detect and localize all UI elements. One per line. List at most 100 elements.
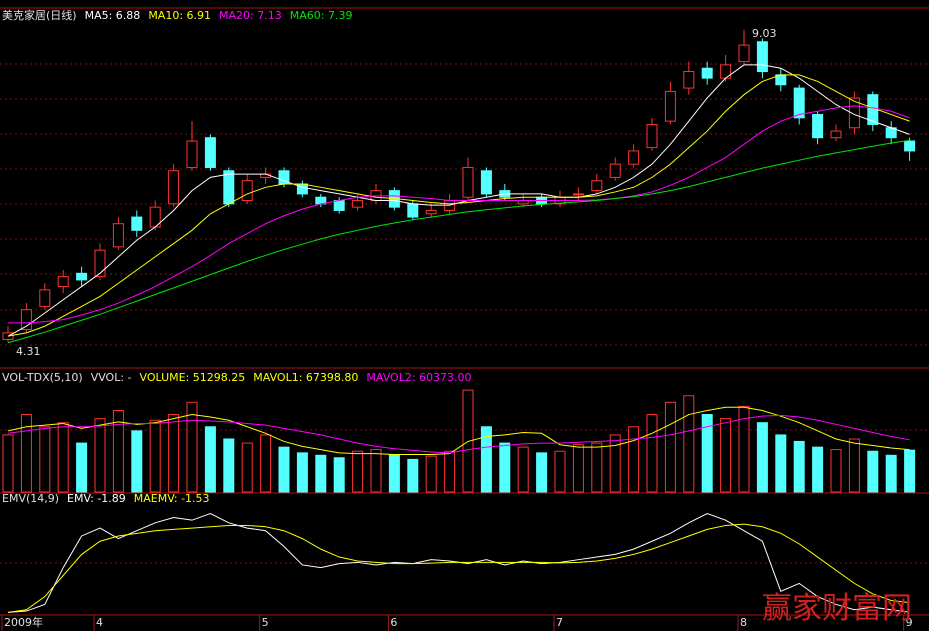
candle-body xyxy=(830,130,842,139)
candle-body xyxy=(204,137,216,168)
legend-entry: MAVOL2: 60373.00 xyxy=(366,371,471,384)
candle-body xyxy=(701,67,713,79)
volume-bar xyxy=(131,430,143,493)
volume-bar xyxy=(76,442,88,493)
candle-body xyxy=(683,71,695,89)
volume-bar xyxy=(425,455,437,493)
series-line xyxy=(7,414,910,454)
volume-bar xyxy=(296,452,308,493)
series-line xyxy=(7,74,910,337)
volume-bar xyxy=(388,453,400,493)
volume-bar xyxy=(39,426,51,493)
legend-entry: MA5: 6.88 xyxy=(85,9,141,22)
candle-body xyxy=(407,203,419,218)
x-tick-label: 8 xyxy=(740,616,747,629)
volume-bar xyxy=(168,414,180,493)
volume-bar xyxy=(57,422,69,493)
legend-entry: MAEMV: -1.53 xyxy=(134,492,210,505)
candle-body xyxy=(812,114,824,139)
volume-bar xyxy=(738,405,750,493)
series-line xyxy=(7,523,910,613)
candle-body xyxy=(793,87,805,119)
x-tick-label: 4 xyxy=(96,616,103,629)
low-label: 4.31 xyxy=(16,345,41,358)
candle-body xyxy=(462,166,474,198)
candle-body xyxy=(94,249,106,278)
legend-entry: EMV(14,9) xyxy=(2,492,59,505)
x-tick-label: 6 xyxy=(390,616,397,629)
volume-bar xyxy=(278,446,290,493)
candle-body xyxy=(223,170,235,205)
volume-bar xyxy=(444,450,456,493)
volume-bar xyxy=(94,418,106,493)
x-tick-label: 2009年 xyxy=(4,615,43,629)
candle-body xyxy=(112,223,124,248)
volume-bar xyxy=(848,438,860,493)
grid xyxy=(0,7,929,616)
watermark: 赢家财富网 xyxy=(762,591,912,626)
legend-entry: VOLUME: 51298.25 xyxy=(140,371,246,384)
legend-entry: VOL-TDX(5,10) xyxy=(2,371,83,384)
volume-bar xyxy=(407,458,419,493)
candle-body xyxy=(848,97,860,129)
volume-bar xyxy=(591,442,603,493)
volume-bar xyxy=(333,457,345,493)
volume-bar xyxy=(830,449,842,493)
volume-bar xyxy=(352,450,364,493)
volume-bar xyxy=(149,419,161,493)
legend-entry: MA20: 7.13 xyxy=(219,9,282,22)
candle-body xyxy=(480,170,492,195)
candle-body xyxy=(20,309,32,331)
volume-bar xyxy=(628,426,640,493)
candle-body xyxy=(425,209,437,215)
candle-body xyxy=(39,289,51,307)
volume-bar xyxy=(904,449,916,493)
candle-body xyxy=(296,183,308,195)
volume-bar xyxy=(480,426,492,493)
candle-body xyxy=(628,150,640,165)
volume-bar xyxy=(812,446,824,493)
x-tick-label: 9 xyxy=(906,616,913,629)
x-tick-label: 7 xyxy=(556,616,563,629)
series-line xyxy=(8,105,910,324)
series-line xyxy=(7,406,910,455)
candle-body xyxy=(591,180,603,192)
candle-body xyxy=(76,272,88,281)
volume-bar xyxy=(223,438,235,493)
volume-bar xyxy=(112,409,124,493)
volume-bar xyxy=(499,442,511,493)
volume-bar xyxy=(517,446,529,493)
candle-body xyxy=(57,276,69,288)
volume-bar xyxy=(20,414,32,493)
candle-body xyxy=(904,140,916,152)
volume-bar xyxy=(867,450,879,493)
volume-bar xyxy=(664,401,676,493)
volume-bar xyxy=(683,395,695,493)
volume-bar xyxy=(793,440,805,493)
candle-body xyxy=(131,216,143,231)
volume-bar xyxy=(572,444,584,493)
candle-body xyxy=(352,200,364,208)
x-tick-label: 5 xyxy=(262,616,269,629)
candle-body xyxy=(609,163,621,178)
volume-bar xyxy=(2,434,14,493)
volume-bar xyxy=(186,401,198,493)
candle-body xyxy=(168,170,180,205)
candle-body xyxy=(572,193,584,196)
series-line xyxy=(7,139,910,344)
legend-entry: VVOL: - xyxy=(91,371,132,384)
legend-entry: MA60: 7.39 xyxy=(290,9,353,22)
high-label: 9.03 xyxy=(752,27,777,40)
legend-entry: EMV: -1.89 xyxy=(67,492,126,505)
legend-entry: 美克家居(日线) xyxy=(2,8,77,22)
volume-bar xyxy=(775,434,787,493)
candle-body xyxy=(333,200,345,211)
volume-bar xyxy=(646,414,658,493)
volume-bar xyxy=(370,449,382,493)
volume-bar xyxy=(609,434,621,493)
candle-body xyxy=(756,41,768,73)
candle-body xyxy=(738,44,750,63)
candle-body xyxy=(646,123,658,149)
volume-bar xyxy=(315,454,327,493)
